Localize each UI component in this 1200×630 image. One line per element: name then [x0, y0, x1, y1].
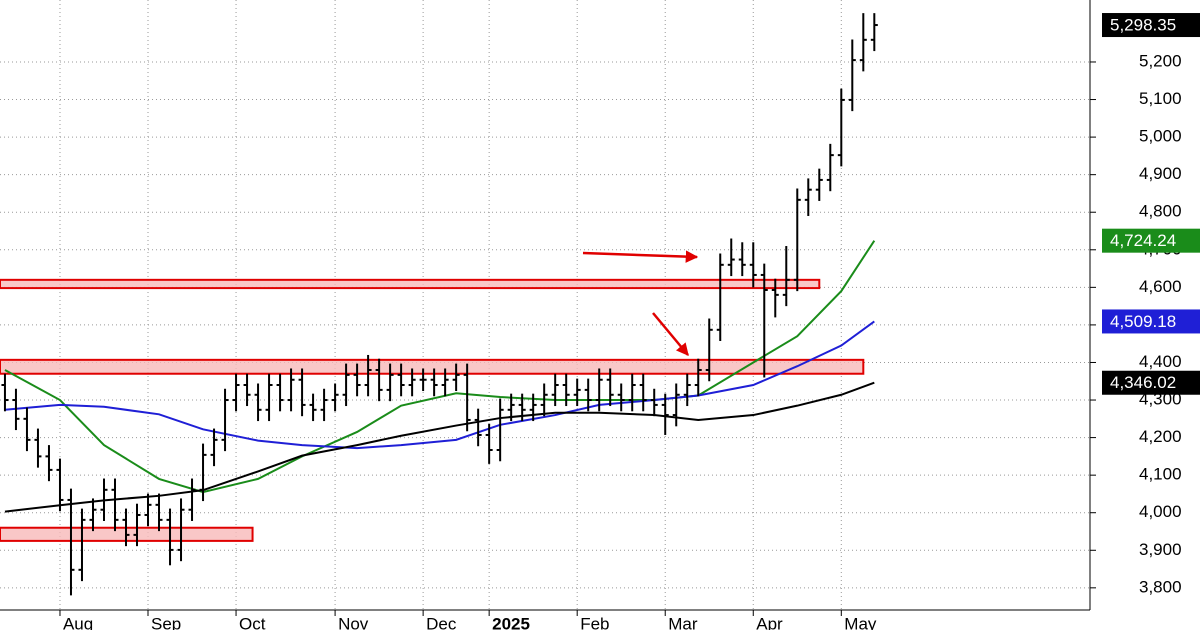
x-tick-label: May	[844, 614, 877, 630]
price-chip-label: 4,509.18	[1110, 312, 1176, 331]
x-tick-label: Aug	[63, 614, 93, 630]
x-tick-label: Nov	[338, 614, 369, 630]
y-tick-label: 3,800	[1139, 577, 1182, 596]
y-tick-label: 4,400	[1139, 352, 1182, 371]
price-chip-label: 4,346.02	[1110, 373, 1176, 392]
y-tick-label: 5,000	[1139, 127, 1182, 146]
moving-average	[4, 320, 875, 450]
x-tick-label: Oct	[239, 614, 266, 630]
x-tick-label: Sep	[151, 614, 181, 630]
y-tick-label: 4,600	[1139, 277, 1182, 296]
arrow	[652, 312, 689, 356]
moving-average	[4, 381, 875, 513]
price-chip	[1102, 309, 1200, 334]
moving-average	[4, 240, 876, 494]
price-chip	[1102, 370, 1200, 395]
price-chip	[1102, 13, 1200, 38]
x-tick-label: Apr	[756, 614, 783, 630]
zone	[0, 358, 865, 375]
x-tick-label: Feb	[580, 614, 609, 630]
y-tick-label: 4,900	[1139, 164, 1182, 183]
y-tick-label: 3,900	[1139, 540, 1182, 559]
arrow	[582, 250, 699, 263]
price-chip	[1102, 228, 1200, 253]
price-chip-label: 4,724.24	[1110, 231, 1176, 250]
y-tick-label: 5,200	[1139, 51, 1182, 70]
zone	[0, 278, 821, 290]
y-tick-label: 4,200	[1139, 427, 1182, 446]
x-tick-label: Mar	[668, 614, 698, 630]
y-tick-label: 5,100	[1139, 89, 1182, 108]
y-tick-label: 4,100	[1139, 465, 1182, 484]
x-tick-label: Dec	[426, 614, 457, 630]
price-chip-label: 5,298.35	[1110, 16, 1176, 35]
y-tick-label: 4,800	[1139, 202, 1182, 221]
x-tick-label: 2025	[492, 614, 530, 630]
y-tick-label: 4,000	[1139, 502, 1182, 521]
